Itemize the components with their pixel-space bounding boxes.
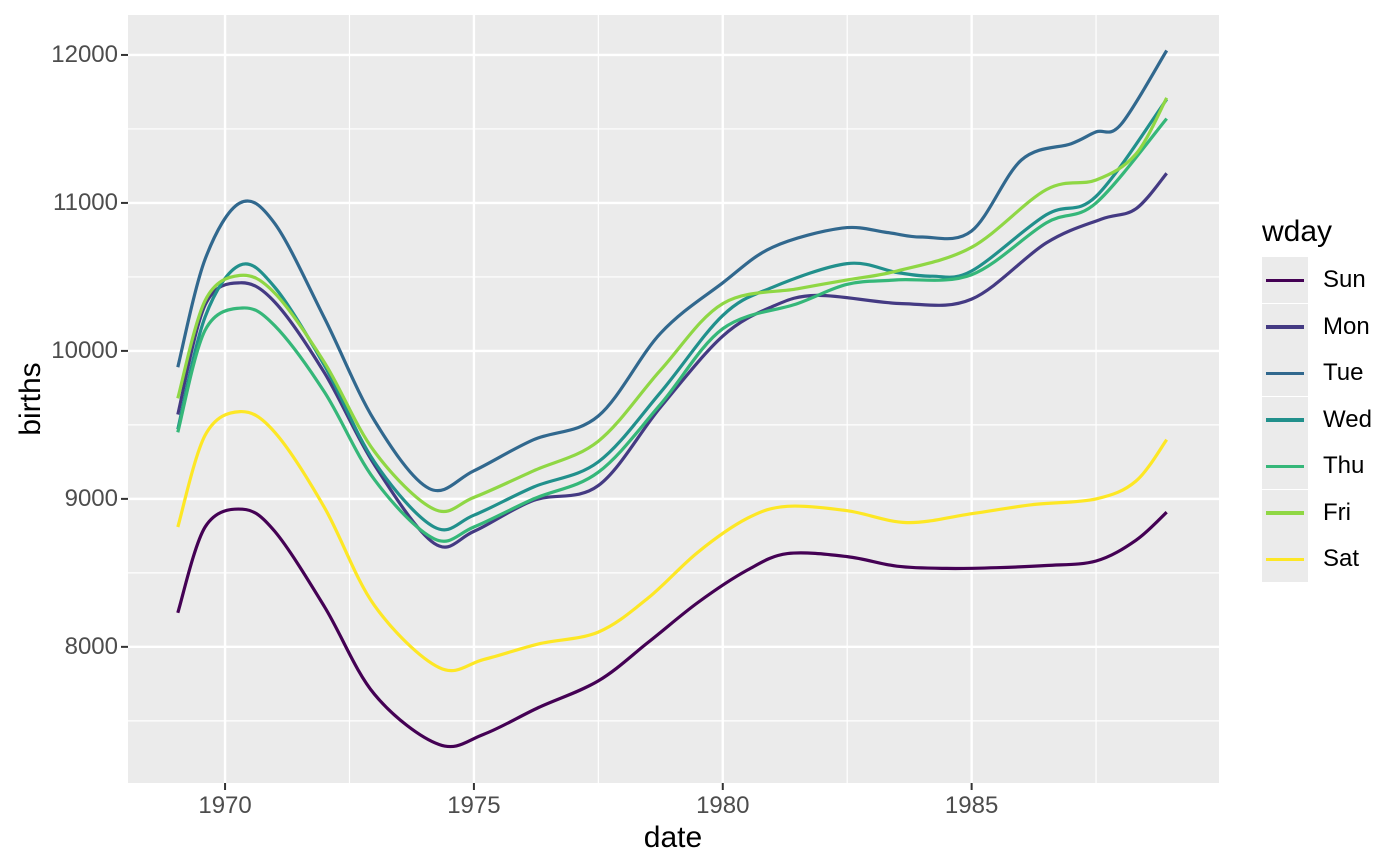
legend-line-swatch-Thu <box>1266 464 1304 469</box>
legend-line-swatch-Sun <box>1266 278 1304 283</box>
series-line-Sun <box>176 507 1168 749</box>
x-tick-label-1975: 1975 <box>447 792 501 819</box>
legend-label-Mon: Mon <box>1323 312 1370 340</box>
legend-line-swatch-Mon <box>1266 325 1304 329</box>
y-tick-label-8000: 8000 <box>64 632 118 660</box>
y-axis-title: births <box>14 362 47 436</box>
legend-item-Tue: Tue <box>1262 350 1372 397</box>
legend-key-Sat <box>1262 536 1308 583</box>
panel-background <box>128 15 1219 783</box>
legend-item-Fri: Fri <box>1262 489 1372 537</box>
y-tick-label-12000: 12000 <box>51 40 118 68</box>
legend-key-Sun <box>1262 257 1308 304</box>
x-tick-label-1980: 1980 <box>696 792 750 819</box>
legend-key-Tue <box>1262 350 1308 397</box>
legend-label-Tue: Tue <box>1323 359 1364 387</box>
legend-key-Mon <box>1262 303 1308 350</box>
legend-label-Thu: Thu <box>1323 452 1365 480</box>
legend-key-Fri <box>1262 489 1308 536</box>
x-axis-title: date <box>643 821 703 854</box>
series-line-Wed <box>176 98 1168 532</box>
series-line-Mon <box>176 172 1168 549</box>
series-line-Fri <box>176 97 1169 514</box>
series-line-Tue <box>176 49 1169 493</box>
legend-line-swatch-Tue <box>1266 371 1304 376</box>
legend-line-swatch-Wed <box>1266 418 1304 422</box>
legend-label-Fri: Fri <box>1323 498 1351 526</box>
legend-item-Mon: Mon <box>1262 303 1372 351</box>
legend-line-swatch-Sat <box>1266 557 1304 562</box>
series-line-Thu <box>176 117 1168 543</box>
legend: wday Sun Mon Tue Wed Thu Fri Sat <box>1262 216 1372 583</box>
legend-item-Wed: Wed <box>1262 396 1372 444</box>
legend-items: Sun Mon Tue Wed Thu Fri Sat <box>1262 257 1372 583</box>
legend-label-Sun: Sun <box>1323 266 1366 294</box>
legend-label-Wed: Wed <box>1323 405 1372 433</box>
legend-item-Sat: Sat <box>1262 536 1372 583</box>
legend-item-Thu: Thu <box>1262 443 1372 490</box>
legend-title: wday <box>1262 215 1333 248</box>
legend-line-swatch-Fri <box>1266 511 1304 515</box>
x-tick-label-1985: 1985 <box>944 792 999 819</box>
y-tick-label-11000: 11000 <box>53 188 118 216</box>
legend-key-Wed <box>1262 396 1308 443</box>
x-tick-label-1970: 1970 <box>198 792 252 819</box>
y-tick-label-10000: 10000 <box>51 336 118 364</box>
legend-label-Sat: Sat <box>1323 545 1360 573</box>
legend-key-Thu <box>1262 443 1308 490</box>
legend-item-Sun: Sun <box>1262 257 1372 304</box>
y-tick-label-9000: 9000 <box>64 484 118 512</box>
series-line-Sat <box>176 409 1169 673</box>
